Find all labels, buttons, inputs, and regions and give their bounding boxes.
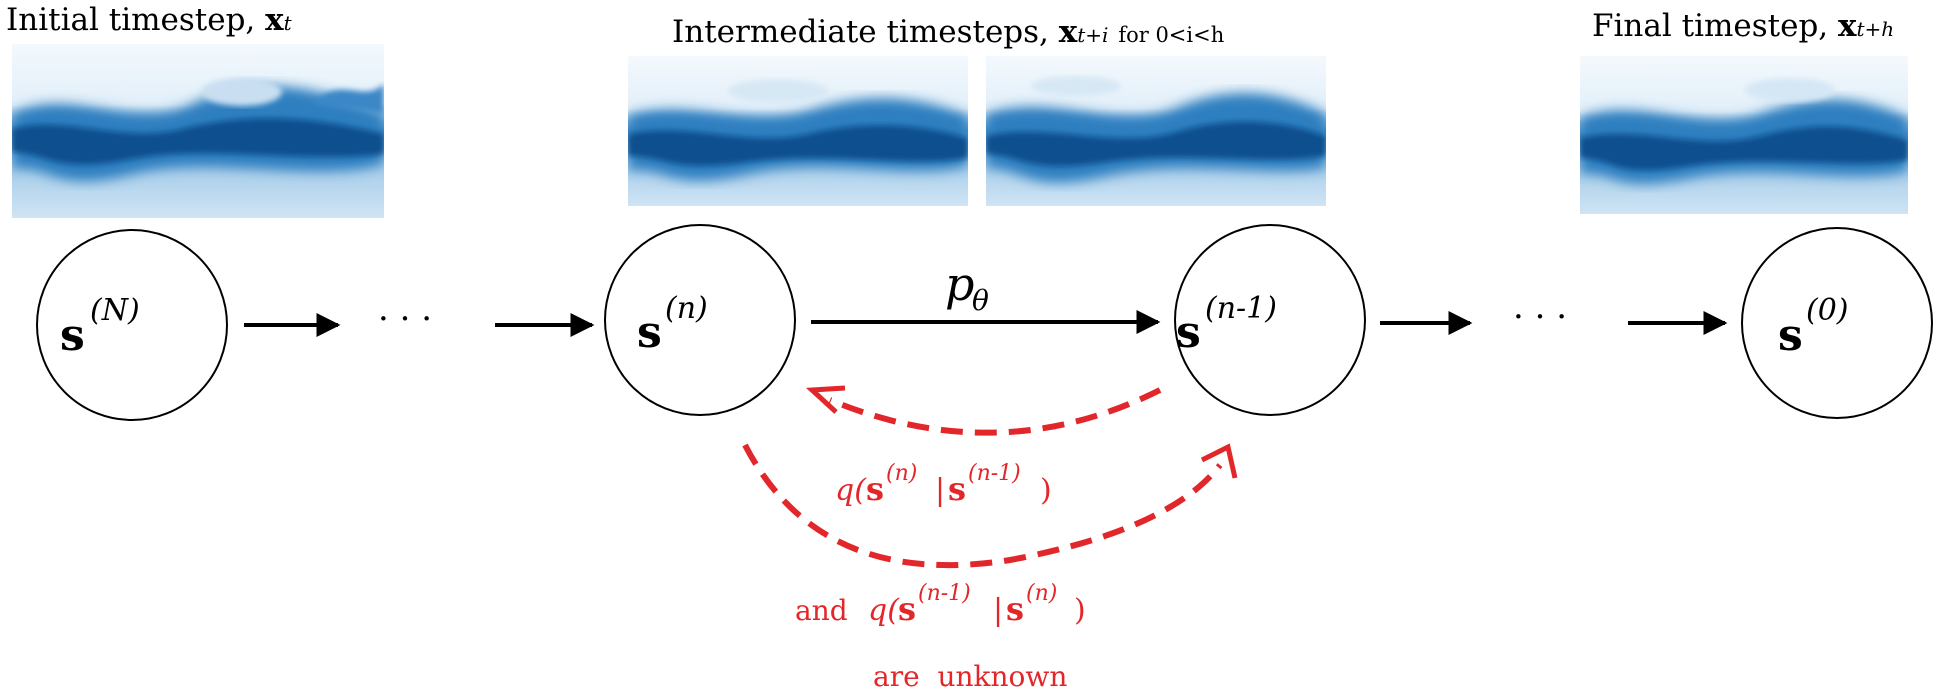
svg-text:s: s xyxy=(1176,307,1201,358)
initial-timestep-image xyxy=(12,44,384,218)
svg-text:θ: θ xyxy=(972,284,989,317)
initial-timestep-label: Initial timestep, xt xyxy=(6,2,292,38)
svg-text:(n-1): (n-1) xyxy=(968,461,1021,486)
red-dashed-arc-lower xyxy=(742,443,1223,569)
red-dashed-arc-upper xyxy=(828,387,1162,436)
svg-text:s: s xyxy=(1006,590,1024,628)
red-arrowhead-upper xyxy=(805,385,846,414)
svg-text:s: s xyxy=(60,310,85,361)
svg-text:(n-1): (n-1) xyxy=(918,581,971,606)
svg-text:(n): (n) xyxy=(1026,581,1057,606)
svg-text:(N): (N) xyxy=(90,293,140,328)
final-timestep-image xyxy=(1580,56,1908,214)
ellipsis-right: · · · xyxy=(1513,297,1567,337)
svg-text:s: s xyxy=(637,307,662,358)
p-theta-label: p θ xyxy=(945,257,989,317)
node-s-n: s (n) xyxy=(604,224,796,416)
svg-text:s: s xyxy=(898,590,916,628)
svg-text:|: | xyxy=(935,473,945,508)
final-timestep-label: Final timestep, xt+h xyxy=(1592,8,1895,44)
unknown-label: are unknown xyxy=(873,660,1067,693)
svg-text:q(: q( xyxy=(835,473,867,508)
intermediate-timestep-image-1 xyxy=(628,56,968,206)
svg-text:and: and xyxy=(795,594,848,627)
svg-text:|: | xyxy=(993,593,1003,628)
node-s-n-minus-1: s (n-1) xyxy=(1174,224,1366,416)
svg-text:): ) xyxy=(1040,473,1052,508)
node-s-N: s (N) xyxy=(36,229,228,421)
q-reverse-label: and q( s (n-1) | s (n) ) xyxy=(795,581,1086,628)
svg-text:(0): (0) xyxy=(1806,293,1849,328)
svg-text:(n): (n) xyxy=(665,291,708,326)
intermediate-timesteps-label: Intermediate timesteps, xt+i for 0<i<h xyxy=(672,14,1225,50)
svg-text:(n): (n) xyxy=(886,461,917,486)
intermediate-timestep-image-2 xyxy=(986,56,1326,206)
svg-text:s: s xyxy=(1778,310,1803,361)
svg-text:): ) xyxy=(1074,593,1086,628)
node-s-0: s (0) xyxy=(1741,227,1933,419)
red-arrowhead-lower xyxy=(1200,443,1238,479)
svg-text:p: p xyxy=(945,257,974,311)
svg-text:q(: q( xyxy=(868,593,900,628)
svg-text:(n-1): (n-1) xyxy=(1205,291,1277,326)
q-forward-label: q( s (n) | s (n-1) ) xyxy=(835,461,1052,508)
svg-text:s: s xyxy=(948,470,966,508)
svg-text:s: s xyxy=(866,470,884,508)
ellipsis-left: · · · xyxy=(378,299,432,339)
